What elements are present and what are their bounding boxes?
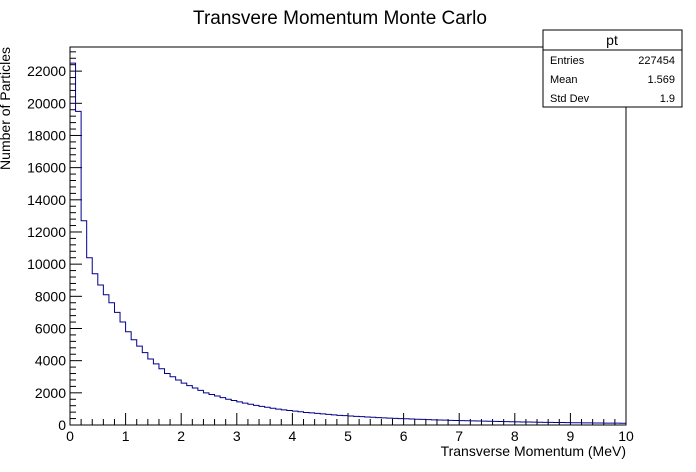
chart-title: Transvere Momentum Monte Carlo xyxy=(193,8,487,29)
x-tick-label: 6 xyxy=(400,428,408,444)
y-tick-label: 14000 xyxy=(27,192,66,208)
y-tick-label: 8000 xyxy=(35,288,66,304)
histogram-series-line xyxy=(69,62,627,425)
stats-stddev-label: Std Dev xyxy=(550,93,590,105)
y-tick-label: 4000 xyxy=(35,353,66,369)
x-tick-label: 3 xyxy=(233,428,241,444)
x-axis-label: Transverse Momentum (MeV) xyxy=(441,443,626,459)
y-tick-label: 22000 xyxy=(27,63,66,79)
x-tick-label: 4 xyxy=(289,428,297,444)
y-tick-label: 6000 xyxy=(35,320,66,336)
stats-mean-value: 1.569 xyxy=(647,74,675,86)
y-tick-label: 0 xyxy=(58,417,66,433)
x-tick-label: 2 xyxy=(177,428,185,444)
y-axis-ticks: 0 2000 4000 6000 8000 10000 12000 14000 16000 180… xyxy=(27,51,82,433)
x-tick-label: 1 xyxy=(122,428,130,444)
stats-box-frame xyxy=(542,29,683,108)
y-axis-label: Number of Particles xyxy=(0,47,13,170)
x-tick-label: 10 xyxy=(618,428,634,444)
x-tick-label: 0 xyxy=(66,428,74,444)
stats-entries-value: 227454 xyxy=(638,55,675,67)
x-tick-label: 7 xyxy=(455,428,463,444)
plot-frame xyxy=(69,46,627,426)
x-axis-ticks: 0 1 2 3 4 5 6 7 8 9 10 xyxy=(66,413,634,444)
stats-mean-label: Mean xyxy=(550,74,578,86)
y-tick-label: 16000 xyxy=(27,160,66,176)
y-tick-label: 18000 xyxy=(27,127,66,143)
stats-stddev-value: 1.9 xyxy=(660,93,675,105)
x-tick-label: 9 xyxy=(567,428,575,444)
x-tick-label: 8 xyxy=(511,428,519,444)
y-tick-label: 2000 xyxy=(35,385,66,401)
x-tick-label: 5 xyxy=(344,428,352,444)
stats-entries-label: Entries xyxy=(550,55,585,67)
y-tick-label: 10000 xyxy=(27,256,66,272)
stats-box-name: pt xyxy=(606,32,618,48)
stats-box: pt Entries 227454 Mean 1.569 Std Dev 1.9 xyxy=(542,29,683,108)
y-tick-label: 12000 xyxy=(27,224,66,240)
y-tick-label: 20000 xyxy=(27,95,66,111)
